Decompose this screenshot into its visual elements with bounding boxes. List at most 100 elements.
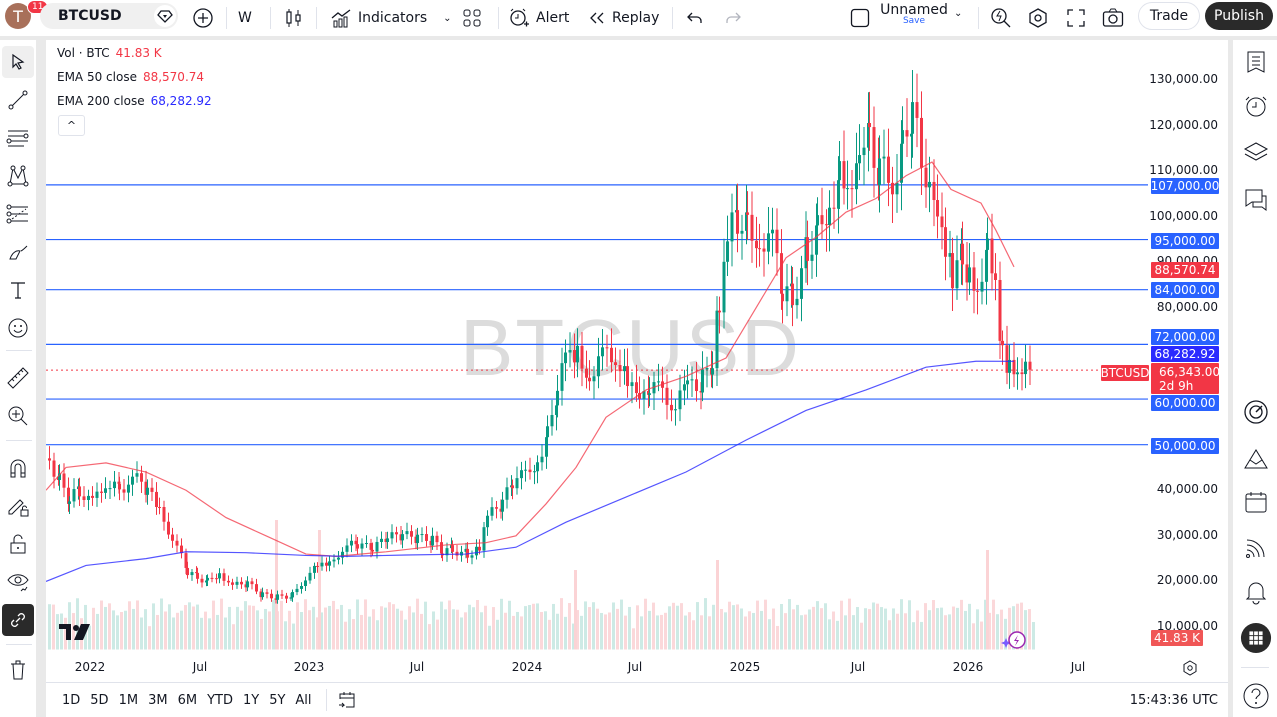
- chart-pane[interactable]: BTCUSD Vol · BTC 41.83 K EMA 50 close 88,5…: [46, 40, 1228, 717]
- symbol-watermark: BTCUSD: [460, 303, 801, 392]
- time-label: 2025: [729, 660, 761, 674]
- undo-button[interactable]: [680, 0, 710, 36]
- range-5d[interactable]: 5D: [90, 692, 109, 708]
- target-icon: [1244, 400, 1268, 424]
- alarm-clock-icon: [510, 8, 529, 27]
- range-3m[interactable]: 3M: [148, 692, 168, 708]
- chats-button[interactable]: [1240, 184, 1272, 216]
- forecast-tool[interactable]: [2, 198, 34, 230]
- legend-ema200[interactable]: EMA 200 close 68,282.92: [57, 94, 212, 108]
- symbol-search[interactable]: BTCUSD: [40, 3, 178, 29]
- ruler-icon: [7, 367, 29, 389]
- magnet-tool[interactable]: [2, 452, 34, 484]
- quick-search-button[interactable]: [984, 0, 1018, 36]
- publish-button[interactable]: Publish: [1205, 2, 1273, 30]
- range-ytd[interactable]: YTD: [207, 692, 233, 708]
- range-1d[interactable]: 1D: [62, 692, 81, 708]
- news-stream-button[interactable]: [1240, 532, 1272, 564]
- calendar-button[interactable]: [1240, 486, 1272, 518]
- sync-drawings-tool[interactable]: [2, 604, 34, 636]
- fullscreen-button[interactable]: [1060, 0, 1092, 36]
- level-label-50000: 50,000.00: [1151, 438, 1219, 454]
- time-label: Jul: [409, 660, 425, 674]
- alerts-button[interactable]: [1240, 90, 1272, 122]
- pencil-lock-icon: [8, 499, 29, 517]
- diamond-icon[interactable]: [154, 5, 176, 27]
- axis-settings-button[interactable]: [1182, 660, 1198, 676]
- lock-all-tool[interactable]: [2, 528, 34, 560]
- redo-button[interactable]: [718, 0, 748, 36]
- layout-chevron-icon[interactable]: ⌄: [954, 8, 963, 19]
- chart-type-button[interactable]: [278, 0, 310, 36]
- legend-volume[interactable]: Vol · BTC 41.83 K: [57, 46, 162, 60]
- zoom-tool[interactable]: [2, 400, 34, 432]
- fib-tool[interactable]: [2, 122, 34, 154]
- compare-add-button[interactable]: [186, 0, 220, 36]
- pattern-tool[interactable]: [2, 160, 34, 192]
- collapse-legend-button[interactable]: ^: [58, 115, 85, 136]
- symbol-price-tag: BTCUSD: [1100, 365, 1150, 381]
- price-chart[interactable]: [46, 40, 1228, 650]
- legend-ema50[interactable]: EMA 50 close 88,570.74: [57, 70, 205, 84]
- settings-button[interactable]: [1022, 0, 1054, 36]
- signal-waves-icon: [1246, 539, 1265, 558]
- fullscreen-icon: [1067, 9, 1085, 27]
- chevron-down-icon[interactable]: ⌄: [443, 12, 452, 24]
- interval-button[interactable]: W: [238, 10, 252, 26]
- plus-circle-icon: [193, 8, 213, 28]
- rewind-icon: [590, 12, 604, 24]
- alert-button[interactable]: Alert: [502, 0, 575, 36]
- price-tick: 40,000.00: [1156, 482, 1218, 497]
- user-avatar[interactable]: T 11: [5, 0, 49, 29]
- lock-drawings-tool[interactable]: [2, 490, 34, 522]
- indicators-button[interactable]: Indicators ⌄: [324, 0, 458, 36]
- level-label-60000: 60,000.00: [1151, 395, 1219, 411]
- ai-assistant-icon[interactable]: [1000, 630, 1028, 652]
- help-button[interactable]: [1240, 680, 1272, 712]
- range-6m[interactable]: 6M: [177, 692, 198, 708]
- mountains-icon: [1244, 449, 1268, 469]
- price-tick: 10,000.00: [1156, 619, 1218, 633]
- go-to-date-button[interactable]: [337, 690, 357, 710]
- layout-name[interactable]: Unnamed Save: [880, 2, 948, 26]
- trade-button[interactable]: Trade: [1138, 2, 1200, 30]
- layouts-button[interactable]: [456, 0, 488, 36]
- range-1m[interactable]: 1M: [118, 692, 139, 708]
- trash-icon: [11, 660, 25, 680]
- hide-drawings-tool[interactable]: [2, 566, 34, 598]
- ideas-button[interactable]: [1240, 442, 1272, 474]
- products-button[interactable]: [1240, 622, 1272, 654]
- cursor-tool[interactable]: [2, 46, 34, 78]
- hexagon-gear-icon: [1029, 8, 1047, 28]
- time-label: 2026: [952, 660, 984, 674]
- object-tree-button[interactable]: [1240, 136, 1272, 168]
- replay-button[interactable]: Replay: [582, 0, 665, 36]
- notifications-button[interactable]: [1240, 576, 1272, 608]
- range-all[interactable]: All: [295, 692, 312, 708]
- range-5y[interactable]: 5Y: [269, 692, 286, 708]
- volume-label: 41.83 K: [1151, 630, 1203, 646]
- text-tool[interactable]: [2, 274, 34, 306]
- trendline-tool[interactable]: [2, 84, 34, 116]
- brush-tool[interactable]: [2, 236, 34, 268]
- trendline-icon: [8, 90, 28, 110]
- apps-grid-icon: [1240, 622, 1272, 654]
- watchlist-button[interactable]: [1240, 46, 1272, 78]
- delete-tool[interactable]: [2, 654, 34, 686]
- price-tick: 120,000.00: [1149, 117, 1218, 132]
- lightning-search-icon: [991, 8, 1011, 28]
- range-1y[interactable]: 1Y: [242, 692, 260, 708]
- clock[interactable]: 15:43:36 UTC: [1129, 693, 1218, 708]
- hotlist-button[interactable]: [1240, 396, 1272, 428]
- snapshot-button[interactable]: [1096, 0, 1130, 36]
- tradingview-logo[interactable]: [59, 624, 91, 642]
- calendar-icon: [1245, 492, 1267, 513]
- save-link[interactable]: Save: [902, 16, 926, 26]
- multi-layout-checkbox[interactable]: [844, 0, 876, 36]
- bottom-toolbar: 1D 5D 1M 3M 6M YTD 1Y 5Y All 15:43:36 UT…: [46, 682, 1228, 717]
- level-label-107000: 107,000.00: [1150, 178, 1220, 194]
- measure-tool[interactable]: [2, 362, 34, 394]
- right-toolbar: [1233, 40, 1277, 717]
- emoji-tool[interactable]: [2, 312, 34, 344]
- time-label: Jul: [192, 660, 208, 674]
